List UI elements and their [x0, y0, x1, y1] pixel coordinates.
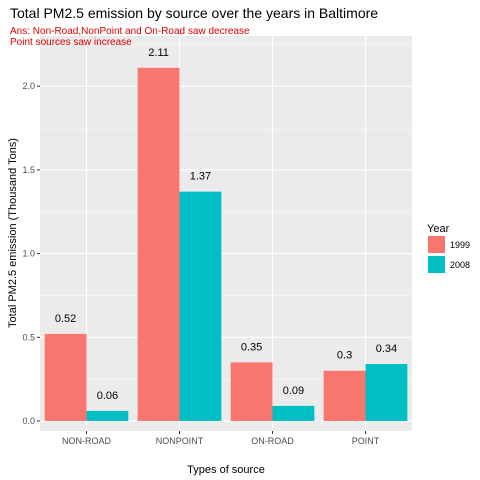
data-label: 0.06 — [97, 390, 118, 402]
legend-swatch — [428, 256, 445, 273]
y-tick-label: 1.5 — [22, 165, 35, 175]
y-tick-label: 0.5 — [22, 332, 35, 342]
x-tick-label: POINT — [352, 436, 380, 446]
chart-title: Total PM2.5 emission by source over the … — [10, 5, 378, 21]
data-label: 0.3 — [337, 350, 352, 362]
x-tick-label: ON-ROAD — [251, 436, 294, 446]
bars — [44, 67, 408, 421]
plot-panel — [40, 36, 412, 431]
legend-title: Year — [427, 223, 450, 235]
legend: Year 1999 2008 — [427, 223, 470, 273]
y-tick-label: 2.0 — [22, 81, 35, 91]
bar — [365, 364, 408, 421]
bar — [137, 67, 180, 421]
bar — [44, 333, 87, 421]
x-axis: NON-ROAD NONPOINT ON-ROAD POINT — [62, 431, 380, 446]
y-tick-label: 0.0 — [22, 416, 35, 426]
bar — [323, 370, 366, 421]
bar — [272, 405, 315, 421]
y-axis-title: Total PM2.5 emission (Thousand Tons) — [7, 138, 19, 328]
x-axis-title: Types of source — [187, 464, 265, 476]
bar — [230, 362, 273, 421]
chart-subtitle-line-1: Ans: Non-Road,NonPoint and On-Road saw d… — [10, 26, 250, 37]
y-axis: 0.0 0.5 1.0 1.5 2.0 — [22, 81, 40, 426]
data-label: 0.34 — [376, 343, 397, 355]
data-labels: 0.52 0.06 2.11 1.37 0.35 0.09 0.3 0.34 — [55, 47, 397, 402]
data-label: 0.09 — [283, 385, 304, 397]
data-label: 0.52 — [55, 313, 76, 325]
x-tick-label: NON-ROAD — [62, 436, 111, 446]
legend-label: 2008 — [450, 260, 470, 270]
legend-label: 1999 — [450, 240, 470, 250]
x-tick-label: NONPOINT — [156, 436, 204, 446]
data-label: 2.11 — [148, 47, 169, 59]
data-label: 1.37 — [190, 171, 211, 183]
bar — [179, 191, 222, 421]
data-label: 0.35 — [241, 341, 262, 353]
legend-swatch — [428, 236, 445, 253]
y-tick-label: 1.0 — [22, 249, 35, 259]
bar — [86, 410, 129, 421]
chart-subtitle-line-2: Point sources saw increase — [10, 37, 132, 48]
